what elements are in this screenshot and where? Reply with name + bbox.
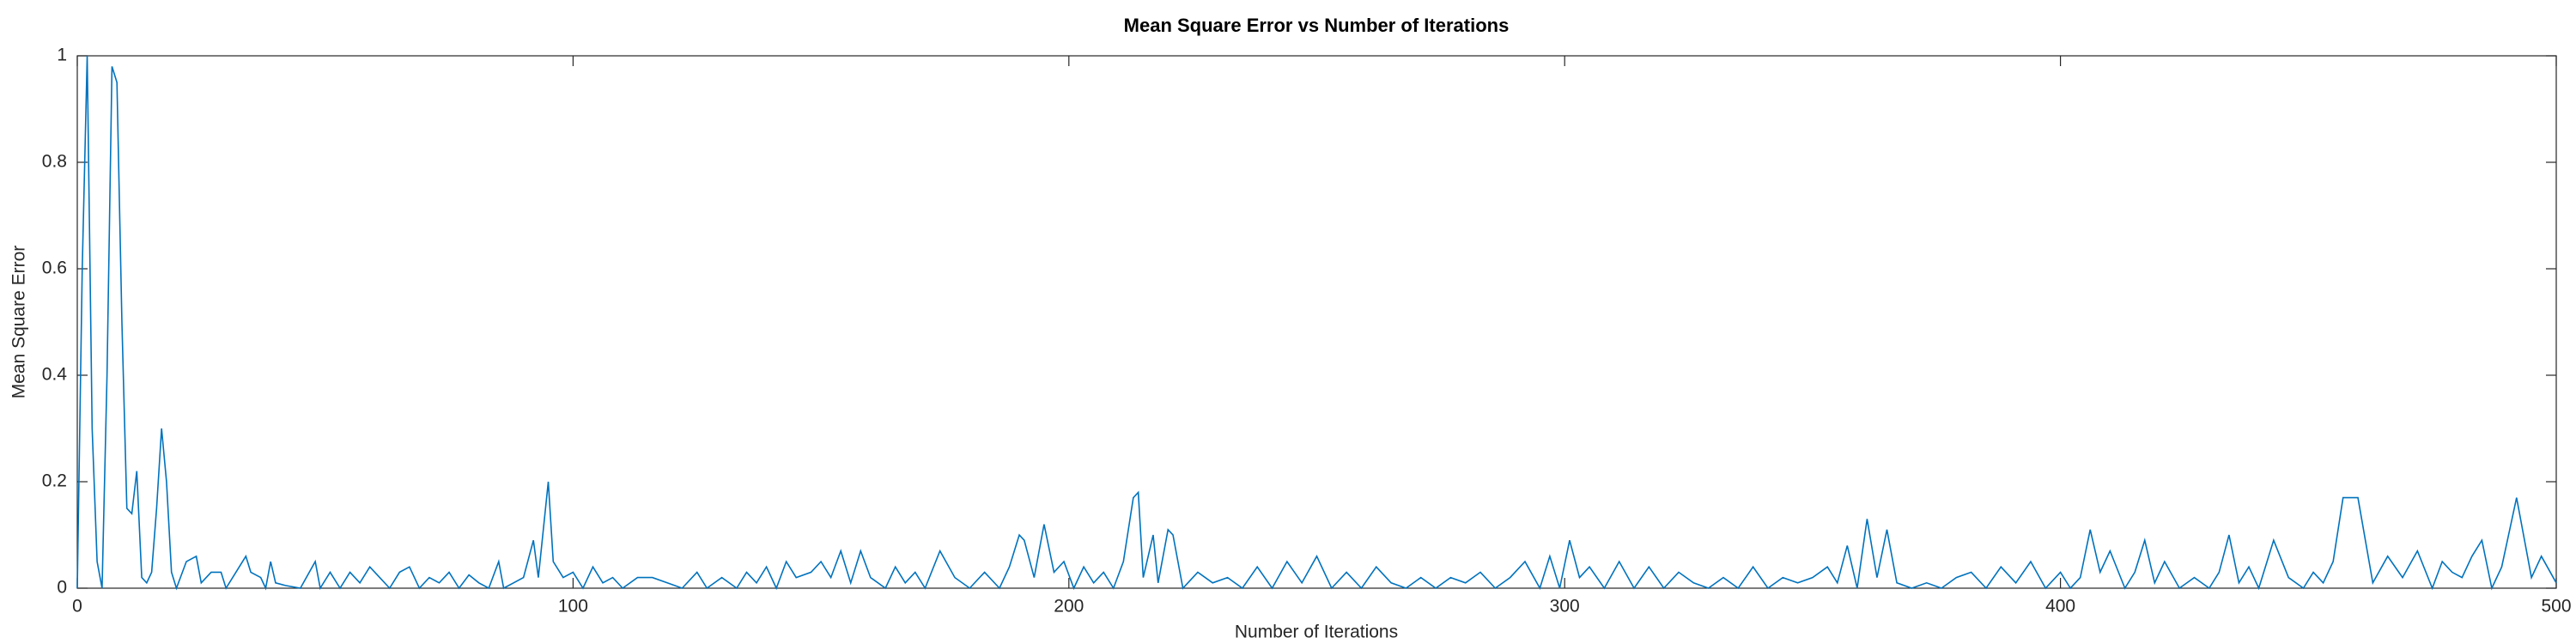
- y-tick-label: 0.6: [42, 258, 67, 278]
- x-tick-label: 500: [2541, 597, 2571, 617]
- y-tick-label: 1: [57, 46, 67, 65]
- y-tick-label: 0.4: [42, 365, 68, 385]
- chart-title: Mean Square Error vs Number of Iteration…: [1124, 15, 1510, 36]
- x-tick-label: 400: [2045, 597, 2075, 617]
- data-line: [76, 55, 2557, 591]
- x-tick-label: 300: [1550, 597, 1580, 617]
- y-tick-label: 0: [57, 578, 67, 598]
- x-tick-label: 200: [1054, 597, 1084, 617]
- y-tick-label: 0.2: [42, 471, 67, 491]
- plot-frame: [76, 55, 2557, 589]
- y-tick-label: 0.8: [42, 152, 67, 172]
- x-tick-label: 0: [72, 597, 82, 617]
- x-tick-label: 100: [558, 597, 588, 617]
- y-axis-label: Mean Square Error: [9, 246, 29, 399]
- x-axis-label: Number of Iterations: [1235, 623, 1398, 642]
